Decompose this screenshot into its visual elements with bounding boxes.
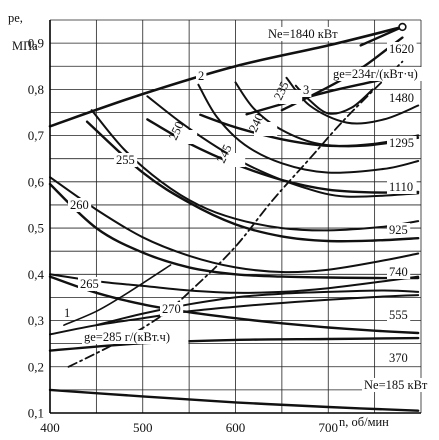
label-power-1480: 1480 [389, 91, 414, 105]
label-power-370: 370 [389, 351, 408, 365]
label-ne-185: Ne=185 кВт [364, 378, 428, 392]
fuel-curve-265 [49, 273, 420, 294]
curves [48, 22, 420, 412]
label-curve-1-bg [62, 306, 73, 320]
label-ge-245-bg [222, 153, 246, 167]
short-curve-1 [63, 264, 172, 326]
label-ne-185-bg [362, 378, 430, 392]
label-curve-3-bg [301, 83, 312, 97]
label-ne-1840-bg [266, 27, 341, 41]
power-curve-370 [48, 336, 420, 352]
fuel-curve-260 [49, 176, 420, 274]
label-curve-3: 3 [303, 83, 309, 97]
y-tick-label: 0,9 [28, 36, 44, 51]
power-curve-ne-185-квт [48, 388, 420, 412]
y-axis-label-line1: pe, [8, 11, 23, 25]
x-axis-label: n, об/мин [339, 415, 389, 429]
label-ge-265-bg [78, 277, 102, 291]
fuel-curve-270 [95, 289, 420, 327]
label-ge-285: gе=285 г/(кВт.ч) [84, 330, 170, 344]
label-ge-240-bg [254, 122, 278, 136]
fuel-curve-245 [197, 83, 420, 174]
x-tick-label: 500 [133, 420, 153, 435]
limit-line-2 [48, 25, 404, 128]
label-ge-234-bg [331, 67, 431, 81]
x-tick-label: 400 [40, 420, 60, 435]
y-tick-label: 0,4 [28, 267, 45, 282]
label-power-370-bg [387, 351, 411, 365]
fuel-curve-240 [234, 81, 420, 148]
ne-max-marker [398, 22, 407, 32]
fuel-curve-gе-285-г-квт-ч [49, 294, 420, 336]
label-ge-260: 260 [70, 198, 89, 212]
power-curve-925 [85, 120, 420, 243]
label-power-740-bg [387, 265, 411, 279]
y-axis-label-line2: МПа [12, 39, 38, 53]
label-power-1295-bg [387, 136, 417, 150]
label-power-1295: 1295 [389, 136, 414, 150]
power-curve-1295 [199, 113, 420, 148]
label-ge-265: 265 [80, 277, 99, 291]
y-tick-label: 0,6 [28, 174, 45, 189]
label-ge-270: 270 [162, 302, 181, 316]
label-power-1620-bg [387, 42, 417, 56]
y-tick-label: 0,3 [28, 313, 44, 328]
label-ge-285-bg [82, 330, 189, 344]
label-curve-2: 2 [198, 69, 204, 83]
label-power-555-bg [387, 308, 411, 322]
label-power-555: 555 [389, 308, 408, 322]
dashdot-line-3 [67, 60, 404, 368]
y-tick-label: 0,2 [28, 359, 44, 374]
y-tick-label: 0,1 [28, 406, 44, 421]
label-ge-235-bg [279, 90, 303, 104]
y-tick-label: 0,7 [28, 128, 45, 143]
label-power-1480-bg [387, 91, 417, 105]
power-curve-740 [48, 182, 420, 280]
fuel-curve-250 [146, 95, 420, 198]
label-curve-1: 1 [64, 306, 70, 320]
axes [49, 20, 421, 414]
label-curve-2-bg [196, 69, 207, 83]
x-tick-label: 700 [319, 420, 339, 435]
label-power-925-bg [387, 223, 411, 237]
label-ne-1840: Ne=1840 кВт [268, 27, 338, 41]
label-ge-255: 255 [116, 153, 135, 167]
label-ge-255-bg [114, 153, 138, 167]
label-ge-260-bg [68, 198, 92, 212]
label-power-1110: 1110 [389, 180, 413, 194]
label-ge-250-bg [174, 130, 198, 144]
label-power-1110-bg [387, 180, 417, 194]
label-ge-270-bg [160, 302, 184, 316]
label-power-740: 740 [389, 265, 408, 279]
label-power-1620: 1620 [389, 42, 414, 56]
label-power-925: 925 [389, 223, 408, 237]
y-tick-label: 0,5 [28, 221, 44, 236]
label-ge-234: ge=234г/(кВт·ч) [333, 67, 418, 81]
tick-labels: 0,1 0,2 0,3 0,4 0,5 0,6 0,7 0,8 0,9 400 500 600 700 [28, 36, 338, 435]
y-tick-label: 0,8 [28, 82, 44, 97]
power-curve-555 [48, 275, 420, 335]
x-tick-label: 600 [226, 420, 246, 435]
curve-labels: Ne=1840 кВт 1620 1480 1295 1110 925 740 555 370 N… [62, 27, 431, 392]
